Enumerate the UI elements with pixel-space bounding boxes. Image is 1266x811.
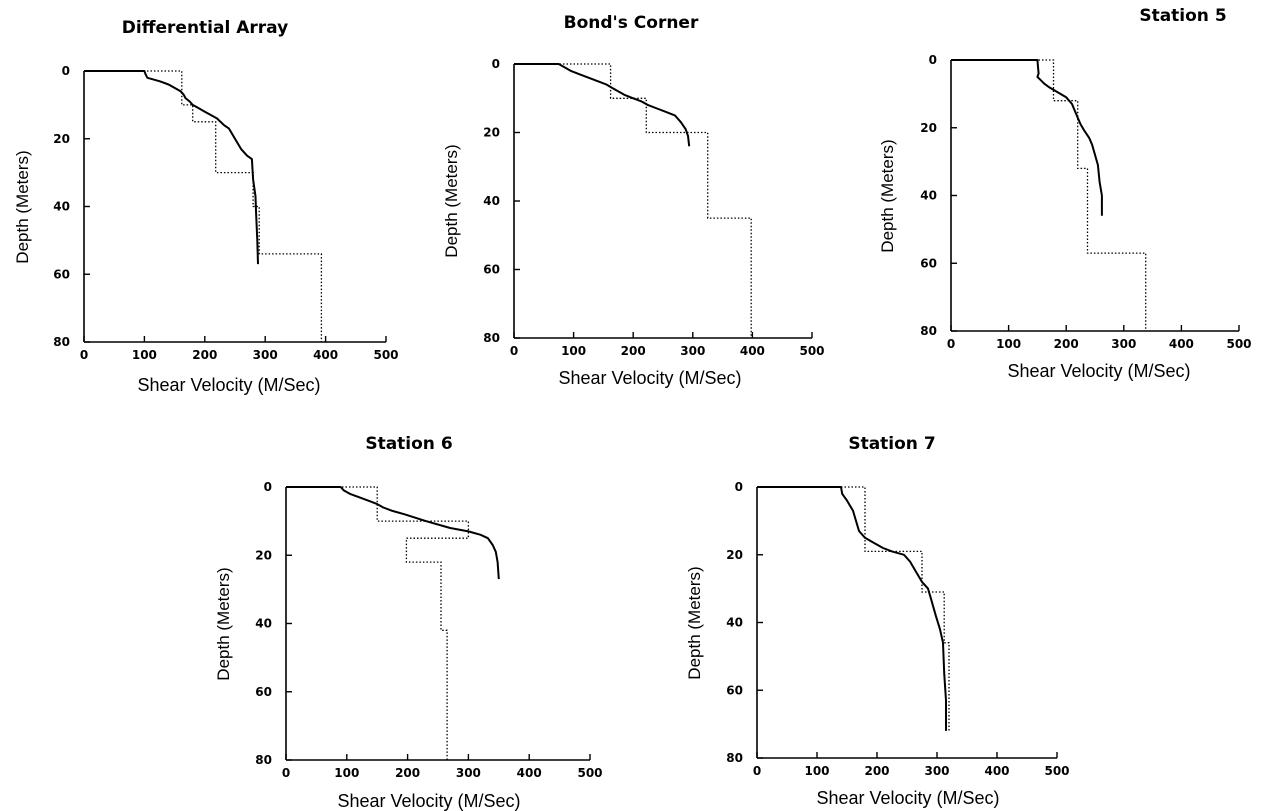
x-tick-label: 400	[313, 348, 338, 362]
y-tick-label: 40	[726, 616, 743, 630]
x-tick-label: 0	[753, 764, 761, 778]
x-axis-label: Shear Velocity (M/Sec)	[1007, 361, 1190, 381]
x-tick-label: 0	[510, 344, 518, 358]
x-tick-label: 500	[1044, 764, 1069, 778]
series-dotted-line	[757, 486, 950, 731]
x-tick-label: 100	[132, 348, 157, 362]
y-tick-label: 80	[483, 331, 500, 345]
chart-panel: Station 5 0 100 200 300 400 500 0 20 40 60 80 Shear …	[878, 6, 1252, 381]
y-tick-label: 0	[735, 480, 743, 494]
x-tick-label: 100	[996, 337, 1021, 351]
y-tick-label: 80	[920, 324, 937, 338]
x-tick-label: 100	[334, 766, 359, 780]
y-axis-label: Depth (Meters)	[13, 150, 32, 263]
chart-title: Differential Array	[122, 18, 288, 38]
x-tick-label: 400	[740, 344, 765, 358]
series-solid-line	[757, 486, 947, 731]
x-tick-label: 200	[1054, 337, 1079, 351]
x-tick-label: 300	[253, 348, 278, 362]
y-tick-label: 20	[920, 121, 937, 135]
y-tick-label: 80	[255, 753, 272, 767]
series-solid-line	[286, 486, 500, 580]
x-tick-label: 100	[804, 764, 829, 778]
x-tick-label: 400	[1169, 337, 1194, 351]
y-tick-label: 0	[492, 57, 500, 71]
x-tick-label: 500	[373, 348, 398, 362]
y-tick-label: 60	[726, 683, 743, 697]
series-dotted-line	[951, 59, 1147, 331]
y-tick-label: 0	[264, 480, 272, 494]
x-tick-label: 200	[395, 766, 420, 780]
x-tick-label: 300	[680, 344, 705, 358]
x-tick-label: 0	[80, 348, 88, 362]
y-axis-label: Depth (Meters)	[878, 139, 897, 252]
x-tick-label: 500	[799, 344, 824, 358]
series-dotted-line	[286, 486, 470, 760]
y-tick-label: 0	[62, 64, 70, 78]
series-solid-line	[84, 70, 259, 265]
x-axis-label: Shear Velocity (M/Sec)	[816, 788, 999, 808]
x-tick-label: 0	[282, 766, 290, 780]
y-tick-label: 40	[920, 189, 937, 203]
x-tick-label: 300	[1111, 337, 1136, 351]
x-tick-label: 100	[561, 344, 586, 358]
series-dotted-line	[514, 63, 752, 338]
series-solid-line	[514, 63, 691, 147]
y-tick-label: 20	[255, 548, 272, 562]
y-tick-label: 20	[483, 126, 500, 140]
y-tick-label: 60	[483, 263, 500, 277]
series-dotted-line	[84, 70, 323, 342]
x-tick-label: 200	[192, 348, 217, 362]
y-tick-label: 80	[726, 751, 743, 765]
y-tick-label: 60	[920, 256, 937, 270]
y-tick-label: 40	[53, 200, 70, 214]
x-tick-label: 400	[984, 764, 1009, 778]
y-tick-label: 80	[53, 335, 70, 349]
x-tick-label: 300	[924, 764, 949, 778]
y-axis-label: Depth (Meters)	[685, 566, 704, 679]
x-tick-label: 200	[864, 764, 889, 778]
y-tick-label: 40	[483, 194, 500, 208]
y-axis-label: Depth (Meters)	[442, 144, 461, 257]
x-tick-label: 300	[456, 766, 481, 780]
chart-title: Station 5	[1139, 6, 1226, 26]
chart-panel: Differential Array 0 100 200 300 400 500 0 20 40 6…	[13, 18, 399, 395]
chart-panel: Station 6 0 100 200 300 400 500 0 20 40 60 80 Shear …	[214, 434, 603, 811]
x-axis-label: Shear Velocity (M/Sec)	[137, 375, 320, 395]
chart-title: Station 7	[848, 434, 935, 454]
y-axis-label: Depth (Meters)	[214, 567, 233, 680]
x-axis-label: Shear Velocity (M/Sec)	[337, 791, 520, 811]
y-tick-label: 60	[255, 685, 272, 699]
y-tick-label: 20	[53, 132, 70, 146]
x-tick-label: 200	[621, 344, 646, 358]
x-tick-label: 400	[517, 766, 542, 780]
y-tick-label: 60	[53, 267, 70, 281]
chart-title: Station 6	[365, 434, 452, 454]
x-tick-label: 0	[947, 337, 955, 351]
y-tick-label: 40	[255, 617, 272, 631]
series-solid-line	[951, 59, 1103, 216]
x-tick-label: 500	[1226, 337, 1251, 351]
y-tick-label: 0	[929, 53, 937, 67]
chart-panel: Bond's Corner 0 100 200 300 400 500 0 20 40 60 80 Sh…	[442, 13, 825, 388]
y-tick-label: 20	[726, 548, 743, 562]
x-tick-label: 500	[577, 766, 602, 780]
x-axis-label: Shear Velocity (M/Sec)	[558, 368, 741, 388]
chart-panel: Station 7 0 100 200 300 400 500 0 20 40 60 80 Shear …	[685, 434, 1070, 808]
chart-title: Bond's Corner	[564, 13, 699, 33]
